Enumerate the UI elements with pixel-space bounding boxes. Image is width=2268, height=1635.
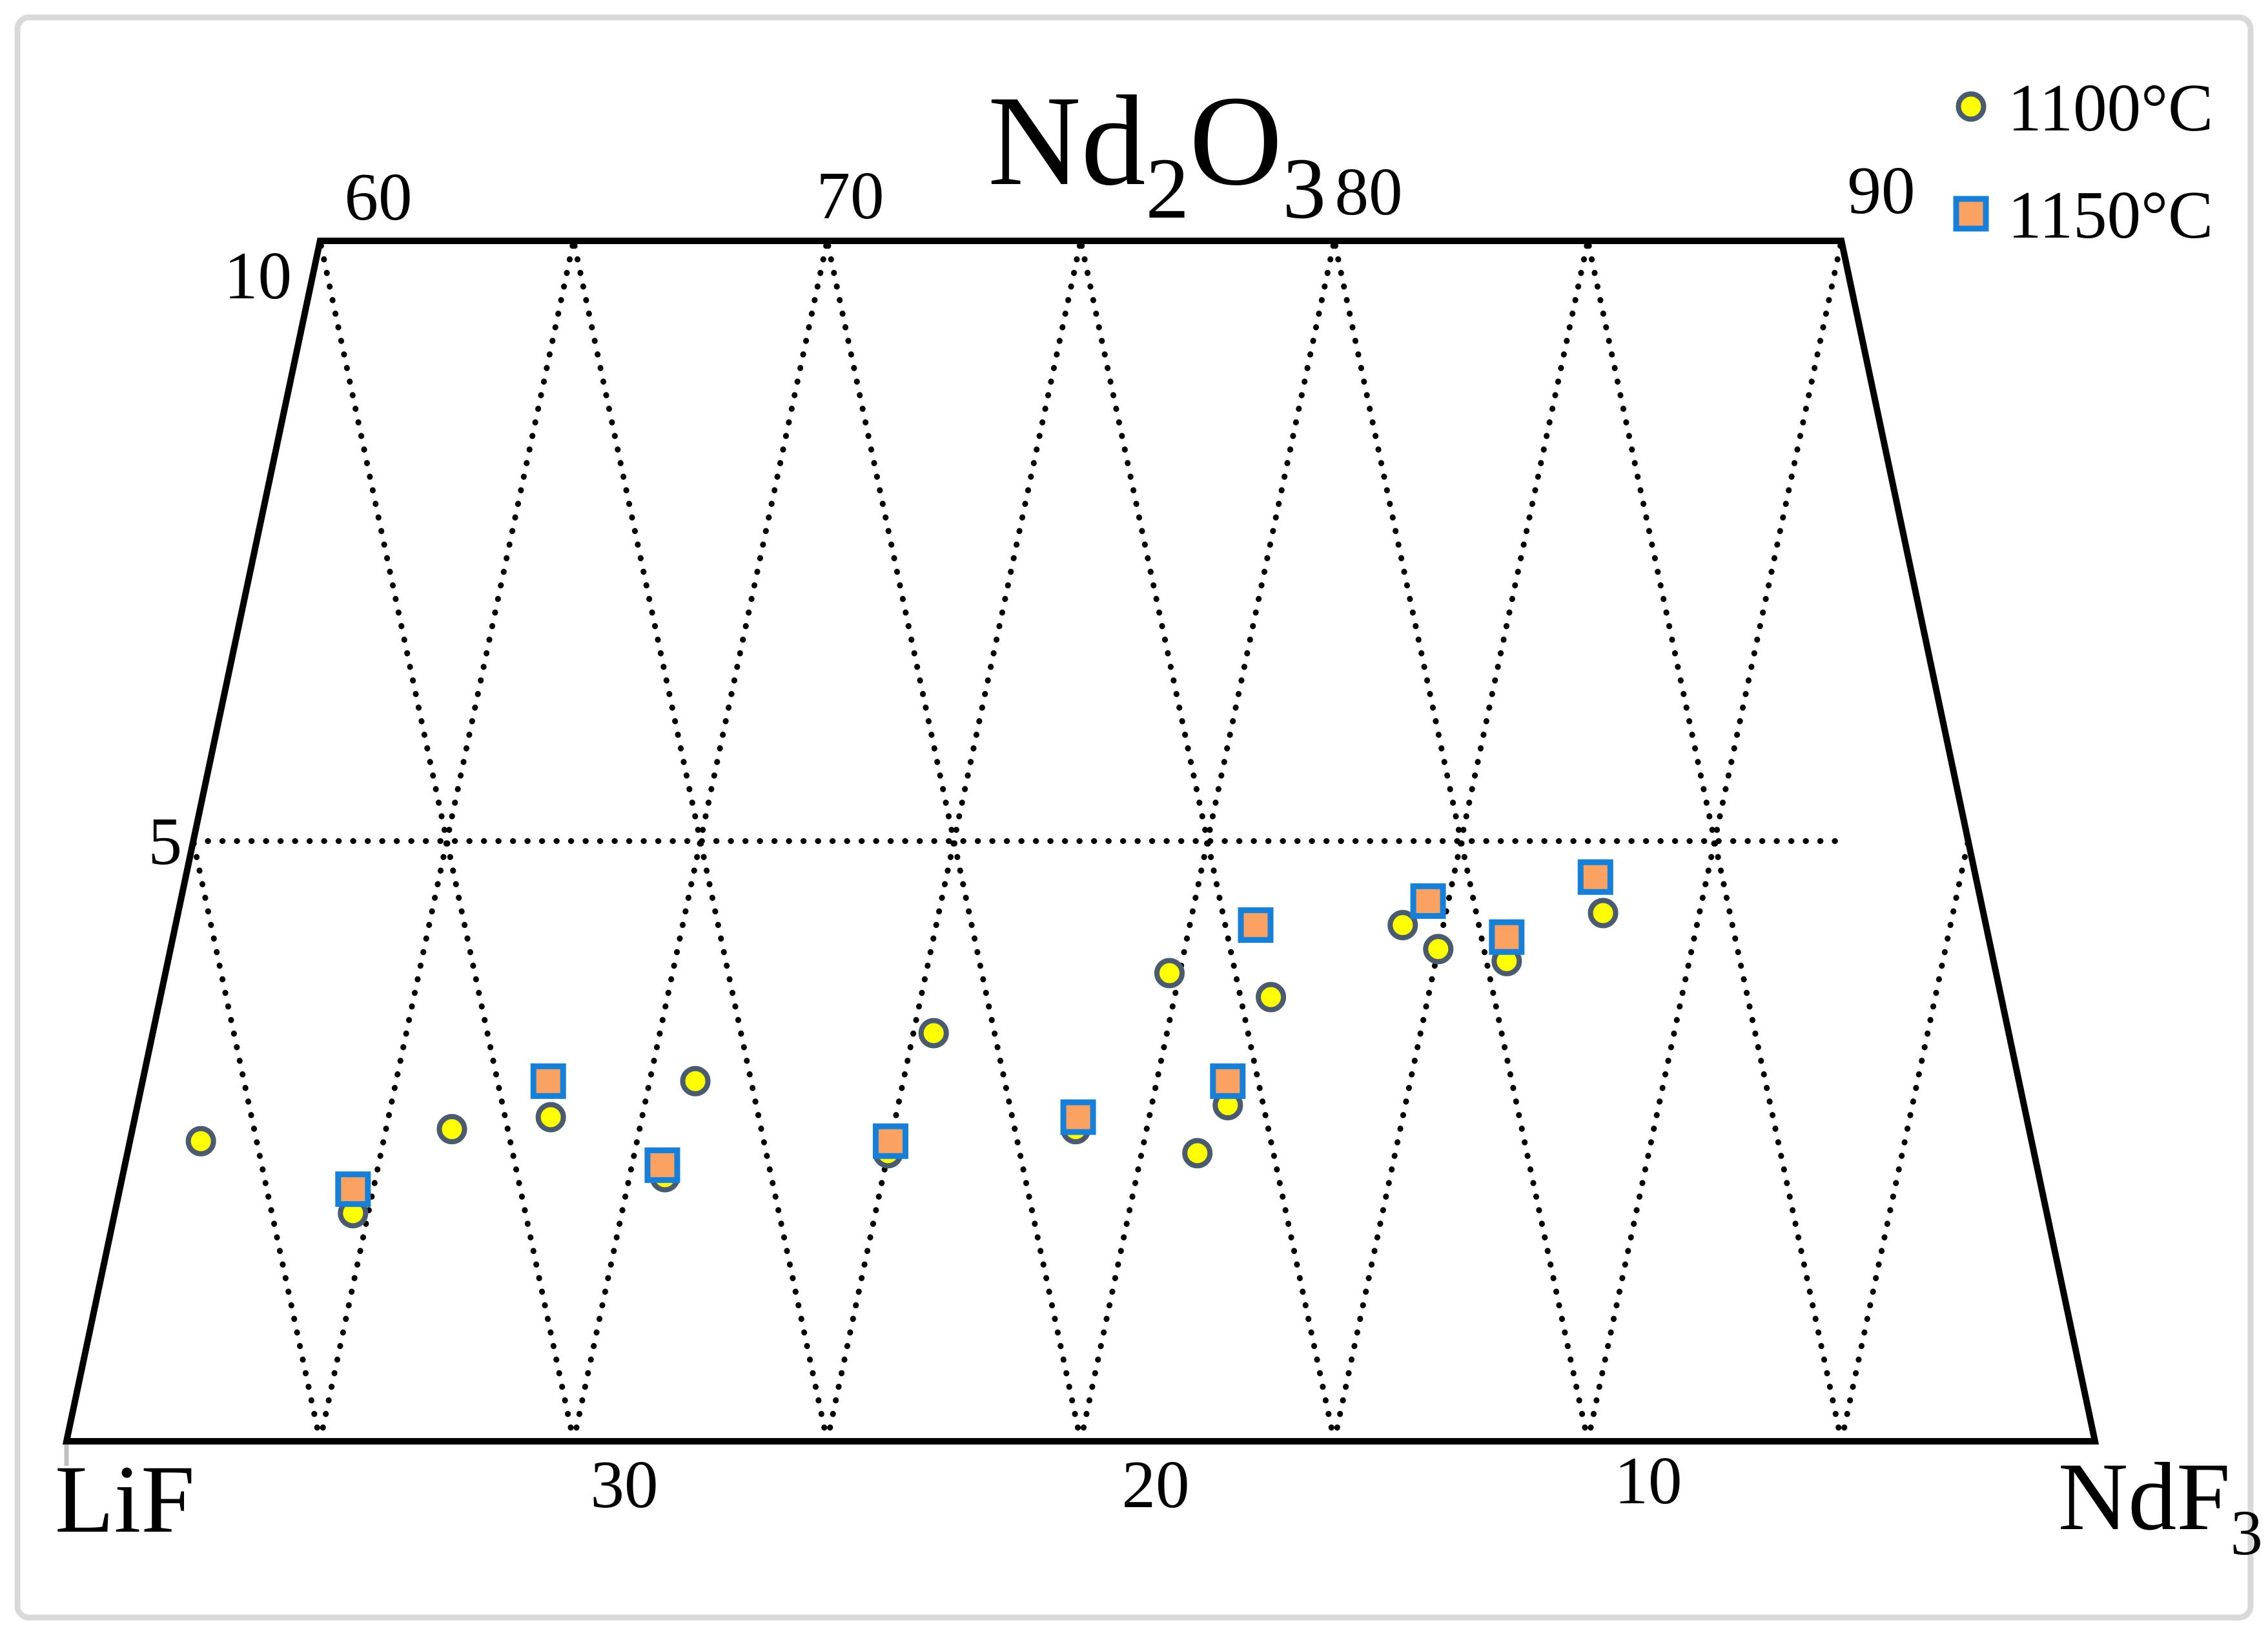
left-tick-label: 5 [148, 803, 183, 879]
corner-label-lif: LiF [55, 1446, 195, 1553]
diagram-edges [62, 238, 2099, 1445]
bottom-tick-label: 30 [591, 1446, 659, 1522]
data-point-square-1150C [1210, 1063, 1246, 1099]
data-point-circle-1100C [436, 1114, 467, 1145]
data-point-circle-1100C [680, 1065, 711, 1096]
data-point-circle-1100C [185, 1126, 216, 1157]
top-tick-label: 80 [1335, 154, 1403, 229]
legend: 1100°C 1150°C [1953, 70, 2213, 252]
top-tick-label: 90 [1848, 152, 1916, 228]
data-point-circle-1100C [1154, 958, 1185, 989]
data-point-circle-1100C [1182, 1138, 1213, 1169]
data-point-square-1150C [872, 1123, 908, 1159]
corner-component-labels: LiF NdF3​ [55, 1443, 2263, 1568]
top-axis-title: Nd2​O3​ [988, 70, 1326, 237]
series-1100C-points [185, 898, 1619, 1229]
gridline-lif-descending [1585, 241, 1844, 1441]
legend-label: 1100°C [2008, 70, 2213, 145]
corner-label-ndf3: NdF3​ [2058, 1443, 2263, 1568]
data-point-square-1150C [1489, 919, 1525, 955]
top-tick-label: 60 [345, 159, 413, 234]
data-point-square-1150C [1238, 907, 1274, 943]
data-point-circle-1100C [1256, 982, 1287, 1013]
data-point-square-1150C [1410, 883, 1446, 919]
data-point-circle-1100C [1387, 910, 1418, 941]
data-point-square-1150C [644, 1147, 680, 1183]
figure-border [14, 14, 2254, 1621]
gridline-lif-descending [66, 241, 70, 1441]
gridline-lif-descending [317, 241, 577, 1441]
legend-marker-square [1953, 196, 1989, 232]
legend-label: 1150°C [2008, 177, 2213, 252]
series-1150C-points [335, 859, 1613, 1208]
gridline-ndf3-ascending [2092, 241, 2095, 1441]
bottom-axis-tick-labels: 30 20 10 [591, 1443, 1682, 1522]
data-point-square-1150C [335, 1171, 371, 1208]
data-point-square-1150C [530, 1063, 566, 1099]
top-axis-tick-labels: 60 70 80 90 [345, 152, 1916, 234]
trapezoid-outline [62, 238, 2099, 1445]
data-point-square-1150C [1577, 859, 1613, 895]
gridline-lif-descending [1331, 241, 1591, 1441]
data-point-circle-1100C [535, 1102, 566, 1133]
data-point-circle-1100C [1423, 934, 1454, 965]
bottom-tick-label: 10 [1615, 1443, 1682, 1518]
data-point-circle-1100C [1588, 898, 1619, 929]
gridline-lif-descending [824, 241, 1084, 1441]
bottom-tick-label: 20 [1122, 1446, 1190, 1522]
axis-title-nd2o3: Nd2​O3​ [988, 70, 1326, 237]
data-point-square-1150C [1060, 1099, 1096, 1135]
legend-marker-circle [1956, 91, 1987, 122]
data-point-circle-1100C [918, 1018, 949, 1049]
left-axis-tick-labels: 10 5 [148, 238, 292, 879]
left-tick-label: 10 [224, 238, 292, 313]
top-tick-label: 70 [817, 158, 884, 233]
